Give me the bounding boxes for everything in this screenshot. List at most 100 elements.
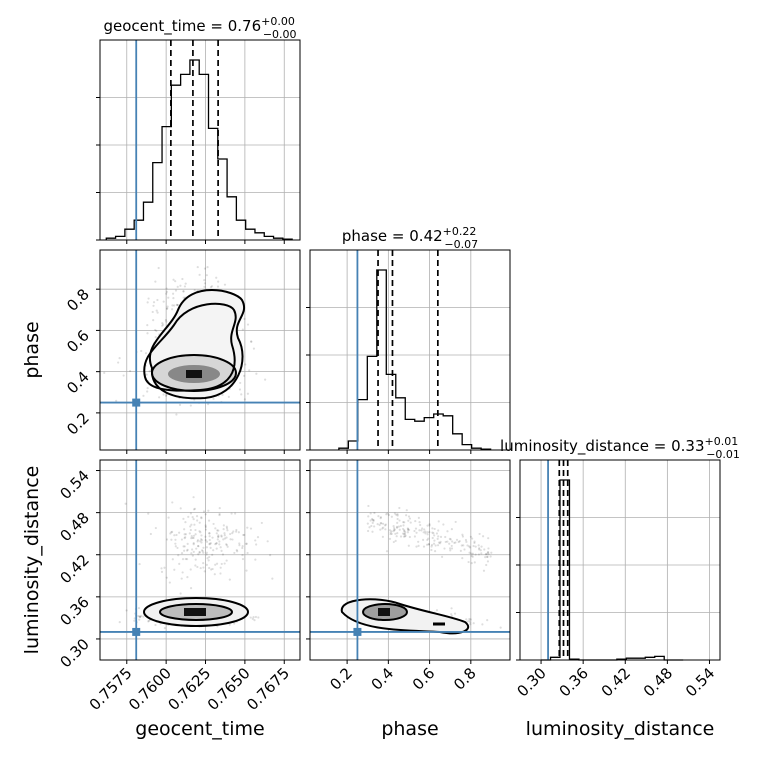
scatter-point bbox=[142, 615, 145, 618]
scatter-point bbox=[472, 622, 475, 625]
scatter-point bbox=[210, 285, 214, 288]
scatter-point bbox=[148, 370, 151, 373]
scatter-point bbox=[162, 300, 165, 303]
scatter-point bbox=[216, 538, 219, 541]
scatter-point bbox=[430, 548, 433, 552]
scatter-point bbox=[218, 512, 221, 516]
scatter-point bbox=[404, 534, 407, 537]
scatter-point bbox=[189, 512, 193, 515]
scatter-point bbox=[171, 292, 175, 295]
scatter-point bbox=[206, 557, 209, 560]
x-tick-label: 0.7575 bbox=[86, 664, 136, 714]
scatter-point bbox=[483, 548, 486, 551]
scatter-point bbox=[176, 546, 179, 550]
scatter-point bbox=[196, 565, 199, 569]
scatter-point bbox=[257, 616, 260, 619]
panel-frame bbox=[99, 459, 301, 661]
scatter-point bbox=[198, 551, 201, 554]
scatter-point bbox=[477, 544, 480, 547]
scatter-point bbox=[390, 532, 393, 536]
scatter-point bbox=[229, 532, 232, 536]
scatter-point bbox=[378, 523, 381, 527]
scatter-point bbox=[393, 526, 396, 530]
scatter-point bbox=[196, 539, 200, 542]
scatter-point bbox=[464, 538, 468, 542]
x-tick-label: 0.6 bbox=[409, 664, 439, 694]
scatter-point bbox=[466, 544, 469, 547]
scatter-point bbox=[427, 543, 430, 546]
scatter-point bbox=[426, 531, 429, 534]
title-phase: phase = 0.42+0.22 −0.07 bbox=[342, 225, 478, 251]
scatter-point bbox=[260, 521, 263, 525]
scatter-point bbox=[226, 529, 229, 532]
scatter-point bbox=[122, 374, 125, 377]
scatter-point bbox=[241, 553, 244, 557]
scatter-point bbox=[146, 332, 149, 335]
scatter-point bbox=[175, 303, 178, 306]
scatter-point bbox=[373, 525, 376, 528]
scatter-point bbox=[147, 619, 150, 623]
x-tick-label: 0.7625 bbox=[164, 664, 214, 714]
scatter-point bbox=[437, 520, 440, 523]
scatter-point bbox=[204, 535, 207, 538]
scatter-point bbox=[455, 538, 459, 541]
density-peak bbox=[186, 370, 202, 378]
scatter-point bbox=[189, 568, 192, 571]
scatter-point bbox=[138, 618, 141, 621]
scatter-point bbox=[371, 521, 374, 524]
scatter-point bbox=[176, 303, 179, 307]
truth-marker bbox=[132, 627, 141, 636]
scatter-point bbox=[194, 528, 197, 532]
scatter-point bbox=[194, 533, 197, 536]
scatter-point bbox=[165, 576, 168, 579]
scatter-point bbox=[212, 397, 215, 400]
scatter-point bbox=[213, 573, 216, 576]
scatter-point bbox=[173, 568, 176, 571]
scatter-point bbox=[428, 523, 431, 526]
x-tick-label: 0.4 bbox=[368, 664, 398, 694]
scatter-point bbox=[421, 527, 424, 530]
scatter-point bbox=[478, 532, 481, 536]
scatter-point bbox=[246, 392, 250, 395]
scatter-point bbox=[389, 532, 392, 536]
scatter-point bbox=[470, 552, 473, 555]
scatter-point bbox=[398, 506, 401, 510]
scatter-point bbox=[184, 282, 187, 285]
scatter-point bbox=[218, 513, 221, 517]
scatter-point bbox=[379, 517, 382, 520]
scatter-point bbox=[403, 529, 406, 532]
scatter-point bbox=[437, 541, 441, 544]
scatter-point bbox=[225, 525, 228, 528]
scatter-point bbox=[167, 296, 170, 299]
scatter-point bbox=[394, 539, 397, 542]
scatter-point bbox=[160, 567, 163, 570]
scatter-point bbox=[200, 534, 203, 537]
scatter-point bbox=[172, 278, 175, 281]
x-tick-label: 0.7650 bbox=[204, 664, 254, 714]
x-tick-label: 0.48 bbox=[640, 664, 676, 700]
scatter-point bbox=[103, 371, 106, 375]
y-axis-label-phase: phase bbox=[21, 321, 43, 378]
scatter-point bbox=[465, 540, 468, 543]
scatter-point bbox=[193, 507, 197, 510]
scatter-point bbox=[385, 550, 389, 553]
scatter-point bbox=[421, 538, 425, 541]
scatter-point bbox=[202, 566, 205, 569]
scatter-point bbox=[462, 544, 465, 547]
scatter-point bbox=[217, 280, 220, 283]
scatter-point bbox=[208, 543, 211, 546]
scatter-point bbox=[182, 517, 185, 520]
title-luminosity_distance: luminosity_distance = 0.33+0.01 −0.01 bbox=[500, 435, 740, 461]
scatter-point bbox=[208, 538, 211, 542]
panel-phase-luminosity_distance bbox=[310, 460, 510, 660]
scatter-point bbox=[461, 557, 464, 560]
scatter-point bbox=[211, 553, 214, 556]
scatter-point bbox=[214, 543, 217, 546]
scatter-point bbox=[427, 537, 430, 540]
scatter-point bbox=[157, 266, 160, 270]
scatter-point bbox=[396, 532, 399, 535]
scatter-point bbox=[198, 273, 201, 276]
scatter-point bbox=[171, 304, 174, 307]
scatter-point bbox=[395, 526, 399, 529]
scatter-point bbox=[254, 539, 257, 542]
